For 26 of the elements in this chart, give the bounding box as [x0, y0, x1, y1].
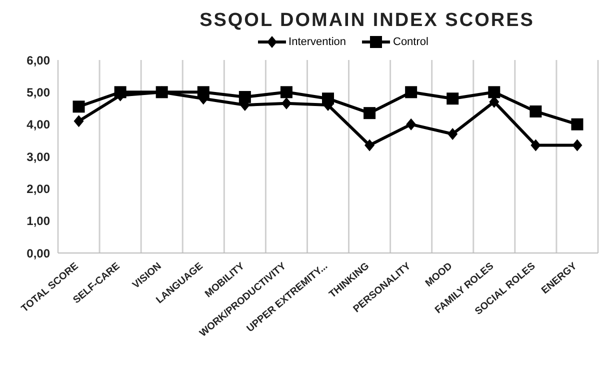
y-tick-label: 1,00 [26, 214, 50, 228]
point [530, 139, 541, 152]
y-tick-label: 2,00 [26, 182, 50, 196]
point [364, 139, 375, 152]
y-tick-label: 0,00 [26, 246, 50, 260]
point [280, 86, 292, 98]
y-tick-label: 4,00 [26, 118, 50, 132]
point [488, 86, 500, 98]
point [530, 105, 542, 118]
point [74, 115, 84, 128]
point [281, 97, 292, 110]
point [571, 118, 584, 130]
y-tick-label: 3,00 [26, 150, 50, 164]
point [238, 90, 251, 103]
y-tick-label: 6,00 [26, 53, 50, 68]
point [406, 118, 416, 130]
chart-title: SSQOL DOMAIN INDEX SCORES [198, 10, 536, 32]
point [572, 139, 582, 152]
point [405, 86, 418, 98]
point [364, 107, 376, 120]
legend-label: Control [392, 36, 428, 48]
y-tick-label: 5,00 [26, 85, 50, 100]
point [446, 92, 459, 105]
legend-label: Intervention [288, 36, 346, 48]
point [72, 100, 85, 113]
point [448, 128, 458, 140]
